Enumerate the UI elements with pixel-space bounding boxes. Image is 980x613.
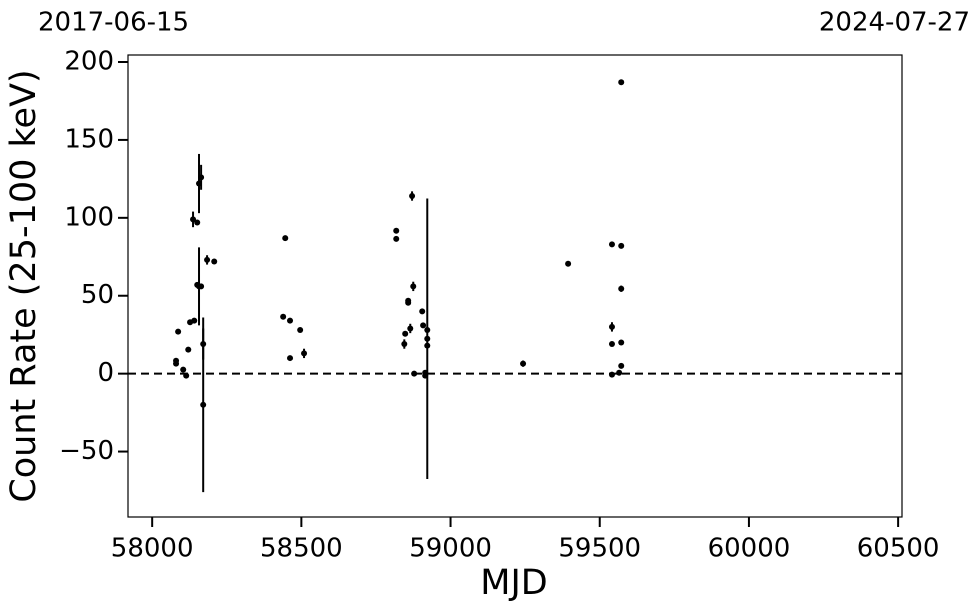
data-point: [194, 219, 201, 226]
data-point: [401, 341, 408, 348]
y-tick-label: −50: [59, 436, 114, 466]
data-point: [185, 346, 192, 353]
data-point: [424, 342, 431, 349]
data-point: [191, 317, 198, 324]
data-point: [280, 313, 287, 320]
data-point: [198, 283, 205, 290]
top-left-label: 2017-06-15: [38, 8, 189, 38]
data-point: [175, 328, 182, 335]
x-tick-label: 60500: [857, 534, 940, 564]
data-point: [618, 79, 625, 86]
x-tick-label: 58000: [111, 534, 194, 564]
data-point: [411, 370, 418, 377]
data-point: [211, 258, 218, 265]
data-point: [608, 323, 615, 330]
data-point: [200, 401, 207, 408]
data-point: [190, 216, 197, 223]
data-point: [180, 366, 187, 373]
data-point: [608, 371, 615, 378]
top-right-label: 2024-07-27: [819, 8, 970, 38]
data-point: [618, 362, 625, 369]
x-tick-label: 58500: [260, 534, 343, 564]
data-point: [173, 360, 180, 367]
data-point: [198, 174, 205, 181]
data-point: [520, 360, 527, 367]
x-axis-label: MJD: [480, 563, 547, 603]
data-point: [409, 193, 416, 200]
data-point: [402, 330, 409, 337]
data-point: [608, 341, 615, 348]
data-point: [204, 256, 211, 263]
y-tick-label: 50: [81, 280, 114, 310]
data-point: [616, 369, 623, 376]
data-point: [301, 350, 308, 357]
data-point: [393, 227, 400, 234]
data-point: [282, 235, 289, 242]
data-point: [565, 260, 572, 267]
data-point: [424, 335, 431, 342]
x-tick-label: 59500: [558, 534, 641, 564]
data-point: [393, 235, 400, 242]
data-point: [424, 327, 431, 334]
data-point: [183, 372, 190, 379]
y-axis-label: Count Rate (25-100 keV): [4, 69, 44, 502]
data-point: [608, 241, 615, 248]
data-point: [405, 297, 412, 304]
y-tick-label: 100: [64, 202, 114, 232]
data-point: [618, 285, 625, 292]
x-tick-label: 59000: [409, 534, 492, 564]
data-point: [419, 308, 426, 315]
data-point: [618, 339, 625, 346]
data-point: [420, 322, 427, 329]
y-tick-label: 200: [64, 47, 114, 77]
data-point: [287, 355, 294, 362]
data-point: [407, 325, 414, 332]
data-point: [410, 283, 417, 290]
y-tick-label: 150: [64, 124, 114, 154]
plot-frame: [127, 54, 903, 518]
x-tick-label: 60000: [708, 534, 791, 564]
data-point: [297, 327, 304, 334]
data-point: [618, 242, 625, 249]
data-point: [287, 317, 294, 324]
y-tick-label: 0: [97, 358, 114, 388]
